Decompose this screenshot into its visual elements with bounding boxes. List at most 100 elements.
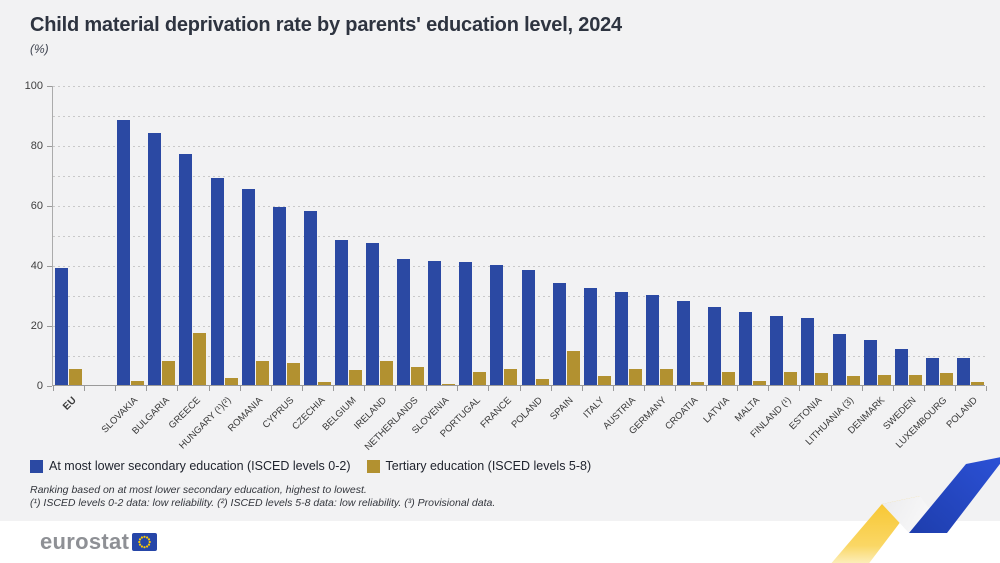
legend-label-isced-5-8: Tertiary education (ISCED levels 5-8) [385,459,592,473]
eu-flag-stars [138,535,152,549]
gridline-40 [53,266,985,267]
bar-romania-isced-0-2 [241,188,255,385]
bar-greece-isced-0-2 [179,154,193,385]
bar-france-isced-5-8 [504,368,518,385]
x-axis-label-malta: MALTA [733,395,763,425]
gridline-60 [53,206,985,207]
legend-label-isced-0-2: At most lower secondary education (ISCED… [49,459,351,473]
bar-poland-isced-5-8 [535,379,549,385]
x-axis-tick [146,386,148,391]
bar-denmark-isced-0-2 [863,340,877,385]
gridline-70 [53,176,985,177]
bar-eu-isced-5-8 [69,368,83,385]
x-axis-label-italy: ITALY [581,395,608,421]
gridline-30 [53,296,985,297]
footer-bar: eurostat [0,521,1000,563]
x-axis-tick [923,386,925,391]
x-axis-tick [799,386,801,391]
bar-malta-isced-0-2 [739,311,753,385]
footnote-ranking: Ranking based on at most lower secondary… [30,484,367,496]
x-axis-tick [270,386,272,391]
x-axis-tick [84,386,86,391]
bar-denmark-isced-5-8 [877,374,891,385]
gridline-10 [53,356,985,357]
x-axis-tick [986,386,987,391]
bar-cyprus-isced-5-8 [286,362,300,385]
bar-bulgaria-isced-5-8 [162,361,176,385]
bar-netherlands-isced-5-8 [411,367,425,385]
gridline-20 [53,326,985,327]
plot-area: EU SLOVAKIA BULGARIA GREECE HUNGARY (¹)(²) RO… [52,86,987,453]
bar-lithuania-3-isced-0-2 [832,334,846,385]
bar-latvia-isced-5-8 [722,371,736,385]
bar-latvia-isced-0-2 [708,307,722,385]
eu-flag-icon [132,533,158,551]
bar-belgium-isced-0-2 [334,239,348,385]
legend-item-isced-5-8: Tertiary education (ISCED levels 5-8) [366,459,592,473]
bar-croatia-isced-5-8 [691,382,705,385]
y-axis-tick-100 [47,86,52,87]
x-axis-tick [301,386,303,391]
eurostat-logo-text: eurostat [40,529,130,554]
bar-slovenia-isced-0-2 [428,260,442,385]
x-axis-tick [519,386,521,391]
bar-czechia-isced-0-2 [303,211,317,385]
legend-swatch-isced-5-8 [366,459,380,473]
x-axis-tick [643,386,645,391]
bar-slovakia-isced-5-8 [131,380,145,385]
bar-cyprus-isced-0-2 [272,206,286,385]
footnote-reliability: (¹) ISCED levels 0-2 data: low reliabili… [30,497,496,509]
x-axis-tick [115,386,117,391]
gridline-100 [53,86,985,87]
bar-italy-isced-0-2 [583,287,597,385]
x-axis-tick [612,386,614,391]
x-axis-label-eu: EU [60,395,79,413]
x-axis-tick [830,386,832,391]
y-axis-tick-40 [47,266,52,267]
bar-sweden-isced-0-2 [894,349,908,385]
x-axis-tick [737,386,739,391]
bar-luxembourg-isced-0-2 [925,358,939,385]
gridline-90 [53,116,985,117]
bar-slovenia-isced-5-8 [442,383,456,385]
legend-swatch-isced-0-2 [30,459,43,473]
x-axis-tick [581,386,583,391]
eurostat-logo: eurostat [40,529,158,555]
x-axis-tick [53,386,54,391]
ribbon-blue-band [909,457,1000,533]
bar-austria-isced-0-2 [614,292,628,385]
bar-estonia-isced-5-8 [815,373,829,385]
bar-portugal-isced-5-8 [473,371,487,385]
legend: At most lower secondary education (ISCED… [30,459,591,473]
bar-belgium-isced-5-8 [348,370,362,385]
bar-spain-isced-0-2 [552,283,566,385]
bar-germany-isced-0-2 [645,295,659,385]
bar-romania-isced-5-8 [255,361,269,385]
x-axis-tick [954,386,956,391]
y-axis-label-80: 80 [30,140,43,152]
chart-unit-label: (%) [30,42,49,56]
bar-sweden-isced-5-8 [908,374,922,385]
y-axis-label-20: 20 [30,320,43,332]
y-axis: 0 20 40 60 80 100 [0,80,52,392]
x-axis-label-croatia: CROATIA [663,395,701,433]
x-axis-label-france: FRANCE [478,395,514,431]
bar-france-isced-0-2 [490,265,504,385]
bar-finland-isced-5-8 [784,371,798,385]
x-axis-label-poland: POLAND [509,395,545,431]
y-axis-tick-0 [47,386,52,387]
y-axis-tick-80 [47,146,52,147]
bar-malta-isced-5-8 [753,380,767,385]
y-axis-label-0: 0 [36,380,43,392]
x-axis-label-poland: POLAND [944,395,981,431]
y-axis-label-60: 60 [30,200,43,212]
x-axis-tick [706,386,708,391]
bar-hungary-isced-0-2 [210,178,224,385]
bar-eu-isced-0-2 [55,268,69,385]
x-axis-tick [395,386,397,391]
chart-title: Child material deprivation rate by paren… [30,14,622,36]
bar-luxembourg-isced-5-8 [939,373,953,385]
bar-croatia-isced-0-2 [677,301,691,385]
bar-italy-isced-5-8 [597,376,611,385]
